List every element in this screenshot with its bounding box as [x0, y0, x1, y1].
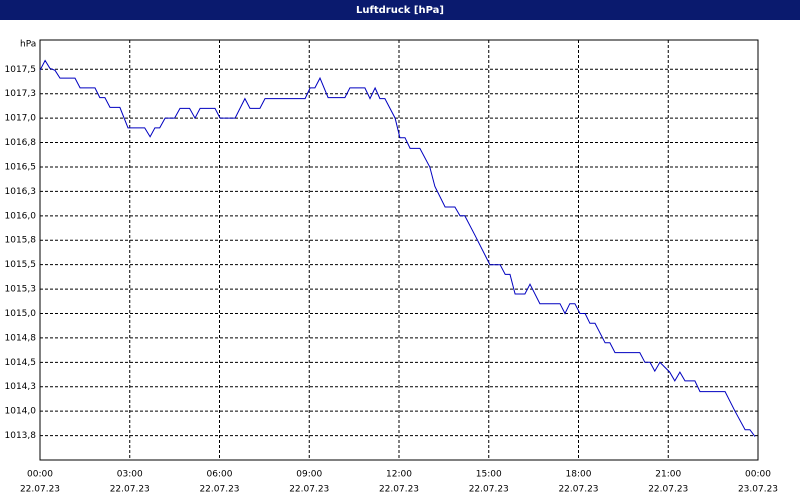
chart-title: Luftdruck [hPa]: [356, 5, 444, 16]
y-tick-label: 1016,0: [5, 211, 37, 221]
y-tick-label: 1015,8: [5, 236, 37, 246]
x-tick-date: 22.07.23: [648, 485, 688, 495]
y-tick-label: 1015,0: [5, 309, 37, 319]
x-tick-date: 22.07.23: [558, 485, 598, 495]
x-tick-label: 00:00: [27, 470, 53, 480]
title-bar: [0, 0, 800, 20]
y-tick-label: 1016,8: [5, 138, 37, 148]
x-tick-label: 12:00: [386, 470, 412, 480]
plot-border: [39, 39, 759, 461]
y-tick-label: 1014,3: [5, 382, 37, 392]
y-tick-label: 1014,5: [5, 358, 37, 368]
y-tick-label: 1017,0: [5, 114, 37, 124]
x-tick-date: 22.07.23: [289, 485, 329, 495]
data-line: [39, 59, 756, 437]
y-tick-label: 1017,3: [5, 89, 37, 99]
y-tick-label: 1017,5: [5, 65, 37, 75]
y-axis-label: hPa: [20, 40, 36, 50]
x-tick-label: 21:00: [655, 470, 681, 480]
y-tick-label: 1016,3: [5, 187, 37, 197]
x-tick-label: 06:00: [207, 470, 233, 480]
x-tick-date: 23.07.23: [738, 485, 778, 495]
x-tick-date: 22.07.23: [199, 485, 239, 495]
y-tick-label: 1015,5: [5, 260, 37, 270]
x-tick-label: 03:00: [117, 470, 143, 480]
x-tick-label: 09:00: [296, 470, 322, 480]
x-tick-date: 22.07.23: [110, 485, 150, 495]
y-tick-label: 1016,5: [5, 162, 37, 172]
y-tick-label: 1013,8: [5, 431, 37, 441]
y-tick-label: 1014,0: [5, 407, 37, 417]
x-tick-label: 18:00: [566, 470, 592, 480]
y-tick-label: 1014,8: [5, 333, 37, 343]
x-tick-label: 15:00: [476, 470, 502, 480]
x-tick-date: 22.07.23: [469, 485, 509, 495]
x-tick-date: 22.07.23: [20, 485, 60, 495]
x-tick-label: 00:00: [745, 470, 771, 480]
y-tick-label: 1015,3: [5, 285, 37, 295]
x-tick-date: 22.07.23: [379, 485, 419, 495]
